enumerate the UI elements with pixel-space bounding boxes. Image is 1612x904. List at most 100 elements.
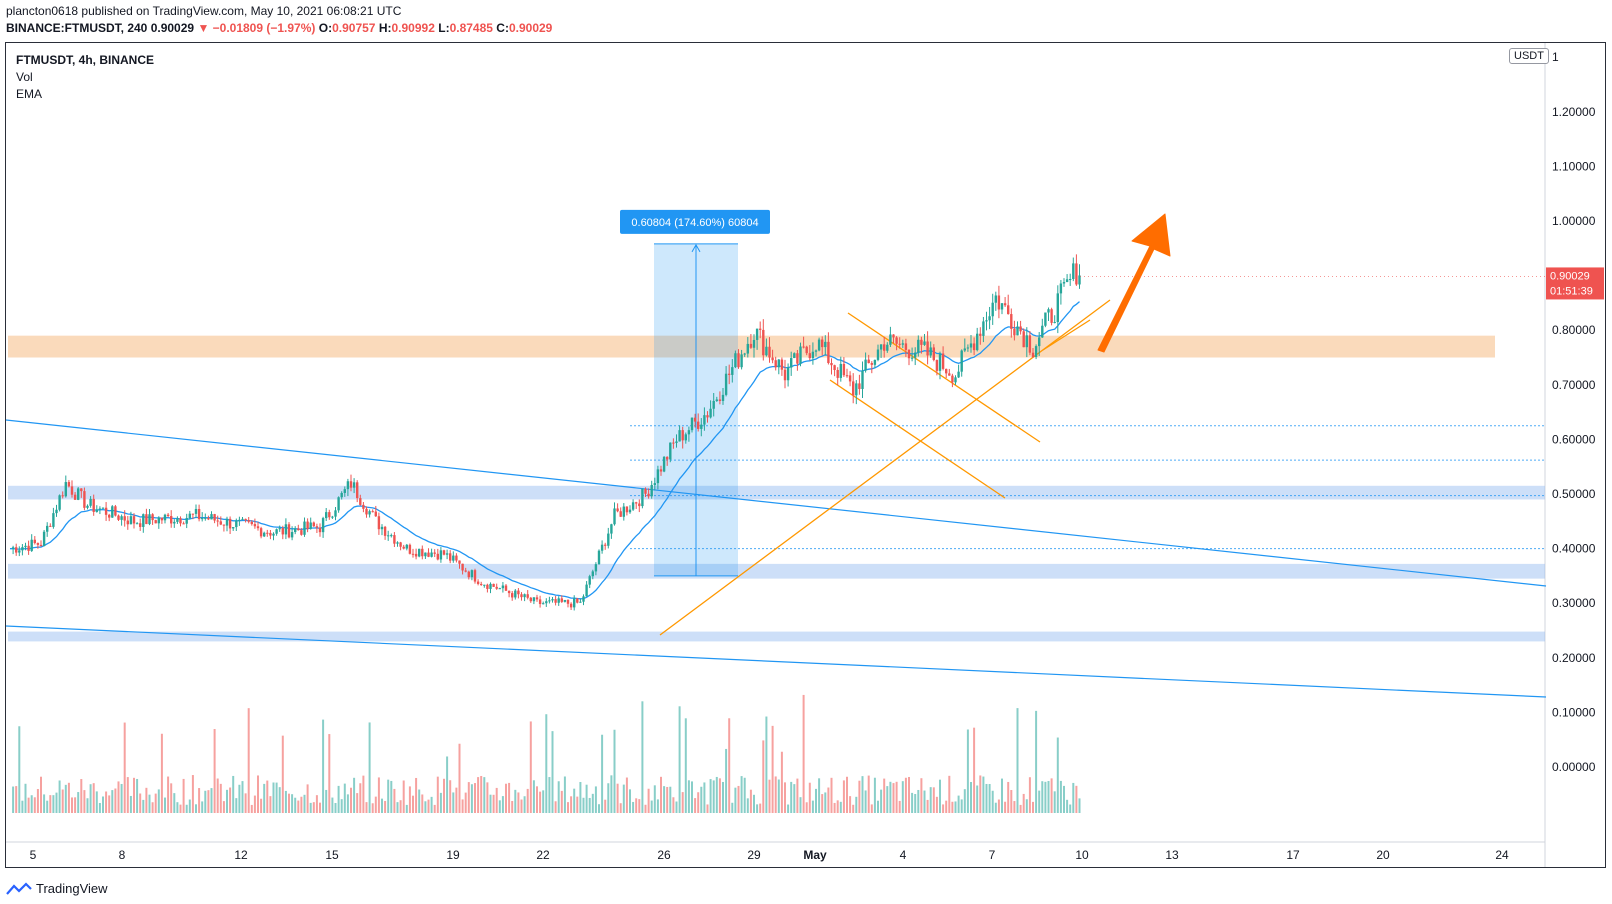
- candle-body: [445, 553, 449, 555]
- price-tick-label: 0.10000: [1552, 705, 1596, 719]
- candle-body: [216, 520, 219, 522]
- legend-volume[interactable]: Vol: [16, 70, 33, 84]
- time-tick-label: 12: [234, 848, 248, 862]
- volume-bar: [858, 780, 861, 813]
- candle-body: [920, 339, 923, 345]
- candle-body: [641, 488, 644, 507]
- volume-bar: [1053, 791, 1056, 813]
- candle-body: [194, 508, 198, 514]
- candle-body: [346, 481, 350, 490]
- price-tick-label: 1: [1552, 50, 1559, 64]
- volume-bar: [852, 804, 855, 813]
- volume-bar: [86, 798, 89, 813]
- volume-bar: [864, 790, 867, 813]
- volume-bar: [567, 802, 569, 813]
- open-label: O:: [318, 21, 333, 35]
- volume-bar: [970, 782, 972, 813]
- volume-bar: [709, 779, 712, 813]
- candle-body: [910, 357, 914, 359]
- volume-bar: [539, 791, 542, 813]
- candle-body: [1056, 293, 1059, 323]
- candle-body: [650, 484, 653, 497]
- legend-symbol[interactable]: FTMUSDT, 4h, BINANCE: [16, 53, 154, 67]
- candle-body: [619, 511, 622, 517]
- volume-bar: [1075, 785, 1078, 813]
- candle-body: [507, 590, 511, 594]
- volume-bar: [762, 740, 765, 813]
- volume-bar: [157, 789, 160, 813]
- candle-body: [343, 489, 346, 493]
- volume-bar: [619, 803, 622, 813]
- symbol-label: BINANCE:FTMUSDT, 240: [6, 21, 148, 35]
- volume-bar: [201, 801, 204, 813]
- volume-bar: [328, 734, 331, 813]
- tradingview-brand[interactable]: TradingView: [6, 881, 108, 896]
- candle-body: [895, 337, 898, 344]
- volume-bar: [833, 802, 836, 813]
- candle-body: [529, 597, 532, 602]
- volume-bar: [994, 802, 997, 813]
- candle-body: [52, 513, 55, 527]
- volume-bar: [89, 784, 92, 813]
- volume-bar: [542, 790, 545, 813]
- candle-body: [777, 359, 780, 368]
- candle-body: [24, 545, 27, 548]
- volume-bar: [511, 800, 514, 813]
- volume-bar: [412, 795, 414, 813]
- candle-body: [734, 353, 737, 368]
- volume-bar: [740, 776, 743, 813]
- volume-bar: [151, 802, 154, 813]
- candle-body: [929, 347, 932, 356]
- candle-body: [306, 521, 309, 529]
- candle-body: [1062, 282, 1066, 284]
- volume-bar: [939, 779, 941, 813]
- volume-bar: [154, 793, 157, 813]
- candle-body: [904, 343, 908, 350]
- chart-frame[interactable]: [5, 42, 1606, 868]
- candle-body: [836, 370, 839, 378]
- volume-bar: [1022, 793, 1025, 813]
- volume-bar: [278, 787, 281, 813]
- volume-bar: [92, 783, 95, 813]
- candle-body: [588, 576, 591, 585]
- price-tick-label: 1.20000: [1552, 105, 1596, 119]
- volume-bar: [520, 799, 523, 813]
- volume-bar: [222, 801, 225, 813]
- candle-body: [712, 400, 715, 409]
- volume-bar: [759, 803, 762, 813]
- volume-bar: [877, 800, 879, 813]
- volume-bar: [607, 783, 610, 813]
- tradingview-logo-icon: [6, 881, 32, 895]
- support-zone: [8, 563, 1545, 579]
- candle-body: [954, 377, 957, 383]
- volume-bar: [421, 794, 424, 813]
- candle-body: [625, 506, 629, 513]
- volume-bar: [926, 799, 929, 813]
- volume-bar: [678, 706, 681, 813]
- symbol-ohlc-line: BINANCE:FTMUSDT, 240 0.90029 ▼ −0.01809 …: [6, 21, 552, 35]
- volume-bar: [836, 800, 839, 813]
- volume-bar: [768, 779, 771, 813]
- volume-bar: [356, 793, 359, 813]
- volume-bar: [793, 784, 796, 813]
- candle-body: [610, 524, 613, 534]
- candle-body: [321, 518, 325, 533]
- candle-body: [15, 547, 18, 553]
- candle-body: [489, 583, 492, 589]
- volume-bar: [226, 789, 228, 813]
- candle-body: [486, 584, 489, 589]
- candle-body: [1000, 303, 1004, 310]
- volume-bar: [830, 777, 833, 813]
- volume-bar: [514, 789, 517, 813]
- last-price-label: 0.90029: [1550, 270, 1590, 282]
- volume-bar: [377, 777, 380, 813]
- candle-body: [855, 383, 858, 396]
- candle-body: [535, 597, 539, 600]
- volume-bar: [635, 798, 638, 813]
- price-unit-badge[interactable]: USDT: [1509, 48, 1549, 64]
- legend-ema[interactable]: EMA: [16, 87, 43, 101]
- candle-body: [532, 597, 536, 602]
- candle-body: [476, 581, 480, 584]
- volume-bar: [675, 801, 678, 813]
